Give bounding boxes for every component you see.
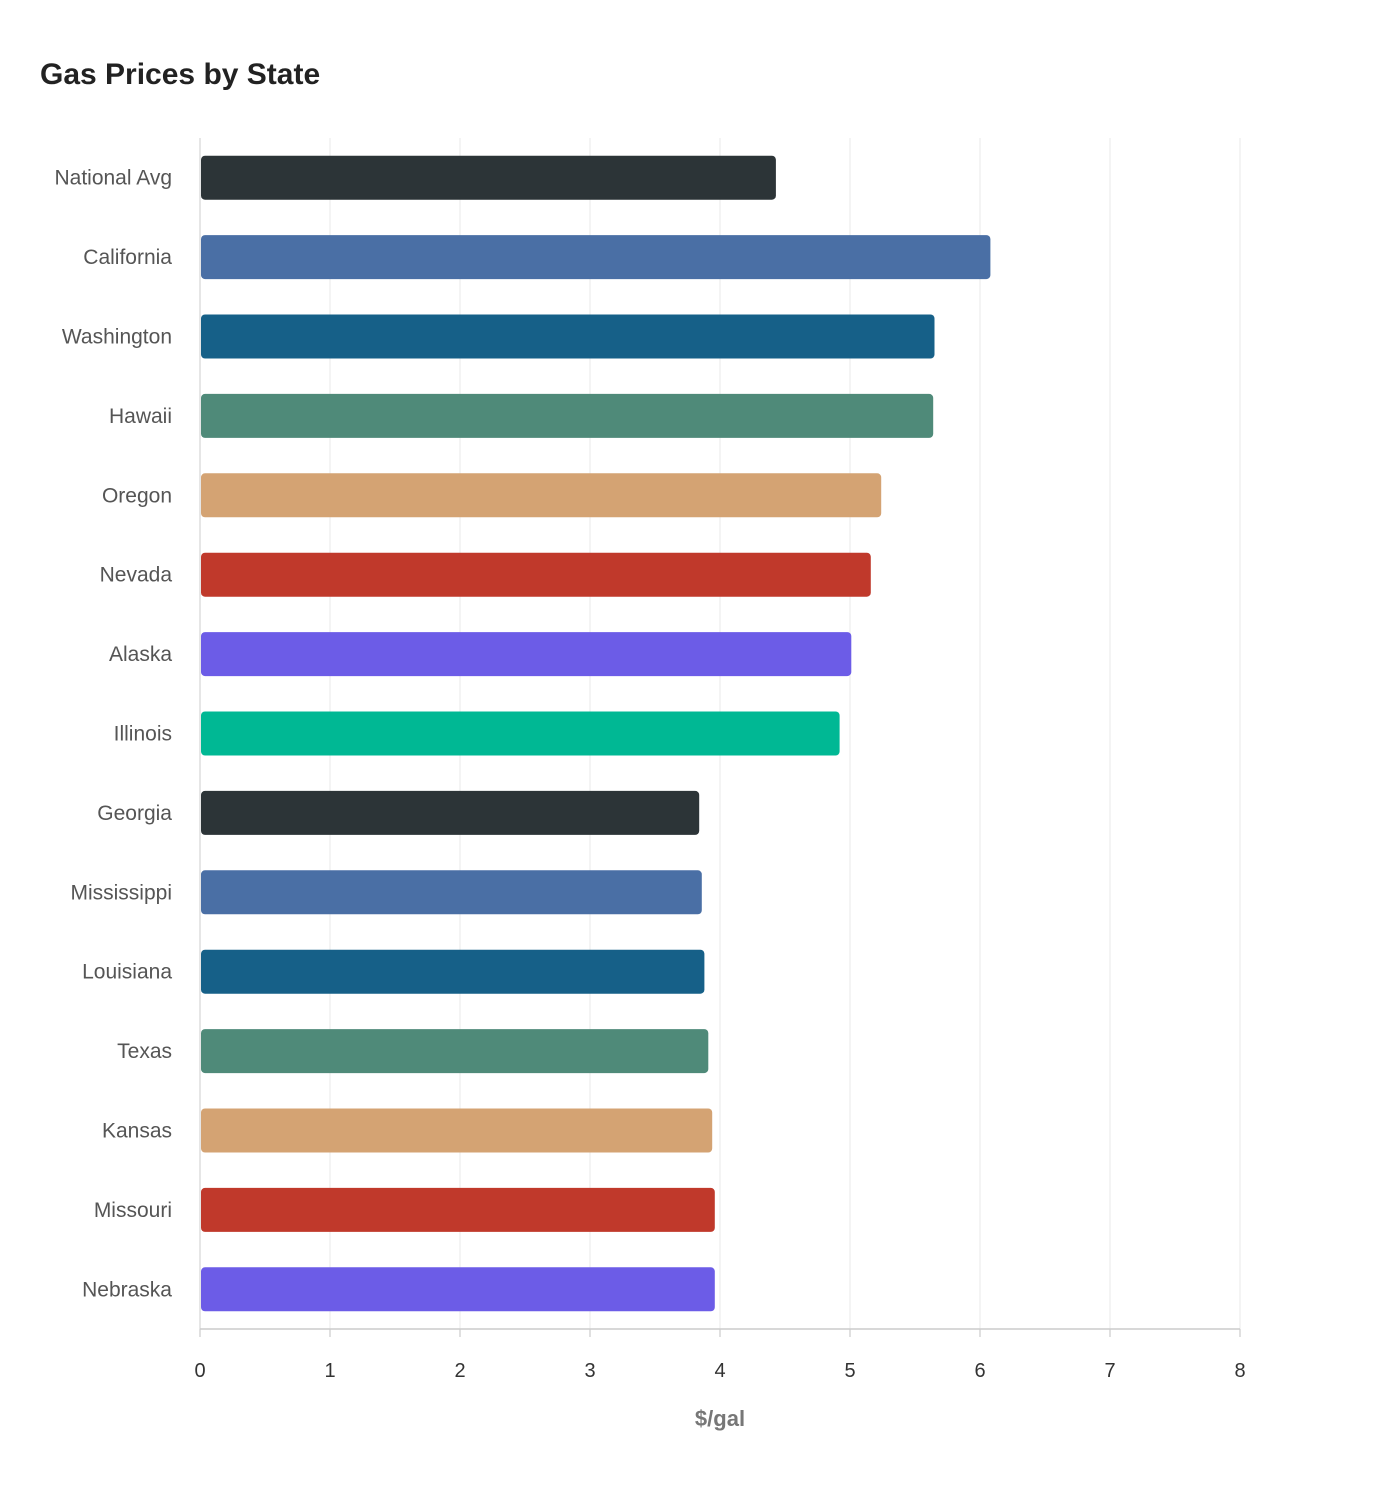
x-tick-labels: 0 1 2 3 4 5 6 7 8: [194, 1360, 1245, 1382]
bar: [201, 552, 871, 597]
bar: [201, 1187, 715, 1232]
bar: [201, 473, 882, 518]
x-tick-label: 6: [974, 1360, 985, 1382]
category-label: Mississippi: [70, 881, 172, 904]
axes: [199, 138, 1241, 1337]
category-label: Georgia: [97, 802, 172, 825]
category-label: Kansas: [102, 1120, 172, 1143]
x-tick-label: 1: [324, 1360, 335, 1382]
bar: [201, 314, 935, 359]
x-tick-label: 3: [584, 1360, 595, 1382]
bar: [201, 155, 776, 200]
x-tick-label: 8: [1234, 1360, 1245, 1382]
bar: [201, 1108, 713, 1153]
category-label: Texas: [117, 1040, 172, 1063]
x-tick-label: 7: [1104, 1360, 1115, 1382]
category-label: Alaska: [109, 643, 172, 666]
x-tick-label: 5: [844, 1360, 855, 1382]
category-label: Nebraska: [82, 1278, 172, 1301]
bar: [201, 949, 705, 994]
bar: [201, 1267, 715, 1312]
bar: [201, 870, 702, 915]
bar: [201, 711, 840, 756]
bar: [201, 790, 700, 835]
category-label: California: [83, 246, 172, 269]
category-label: Nevada: [100, 564, 173, 587]
category-label: Missouri: [94, 1199, 172, 1222]
category-label: National Avg: [54, 167, 172, 190]
category-label: Louisiana: [82, 961, 172, 984]
x-tick-label: 2: [454, 1360, 465, 1382]
bar: [201, 632, 852, 677]
x-axis-title: $/gal: [695, 1406, 745, 1431]
category-label: Oregon: [102, 484, 172, 507]
chart-title: Gas Prices by State: [40, 58, 321, 91]
category-label: Hawaii: [109, 405, 172, 428]
x-tick-label: 4: [714, 1360, 725, 1382]
category-label: Illinois: [114, 723, 172, 746]
bar: [201, 1029, 709, 1074]
bars: [201, 155, 991, 1312]
bar: [201, 393, 934, 438]
x-tick-label: 0: [194, 1360, 205, 1382]
category-label: Washington: [62, 326, 172, 349]
bar: [201, 235, 991, 280]
category-labels: National Avg California Washington Hawaii Or…: [54, 167, 172, 1302]
